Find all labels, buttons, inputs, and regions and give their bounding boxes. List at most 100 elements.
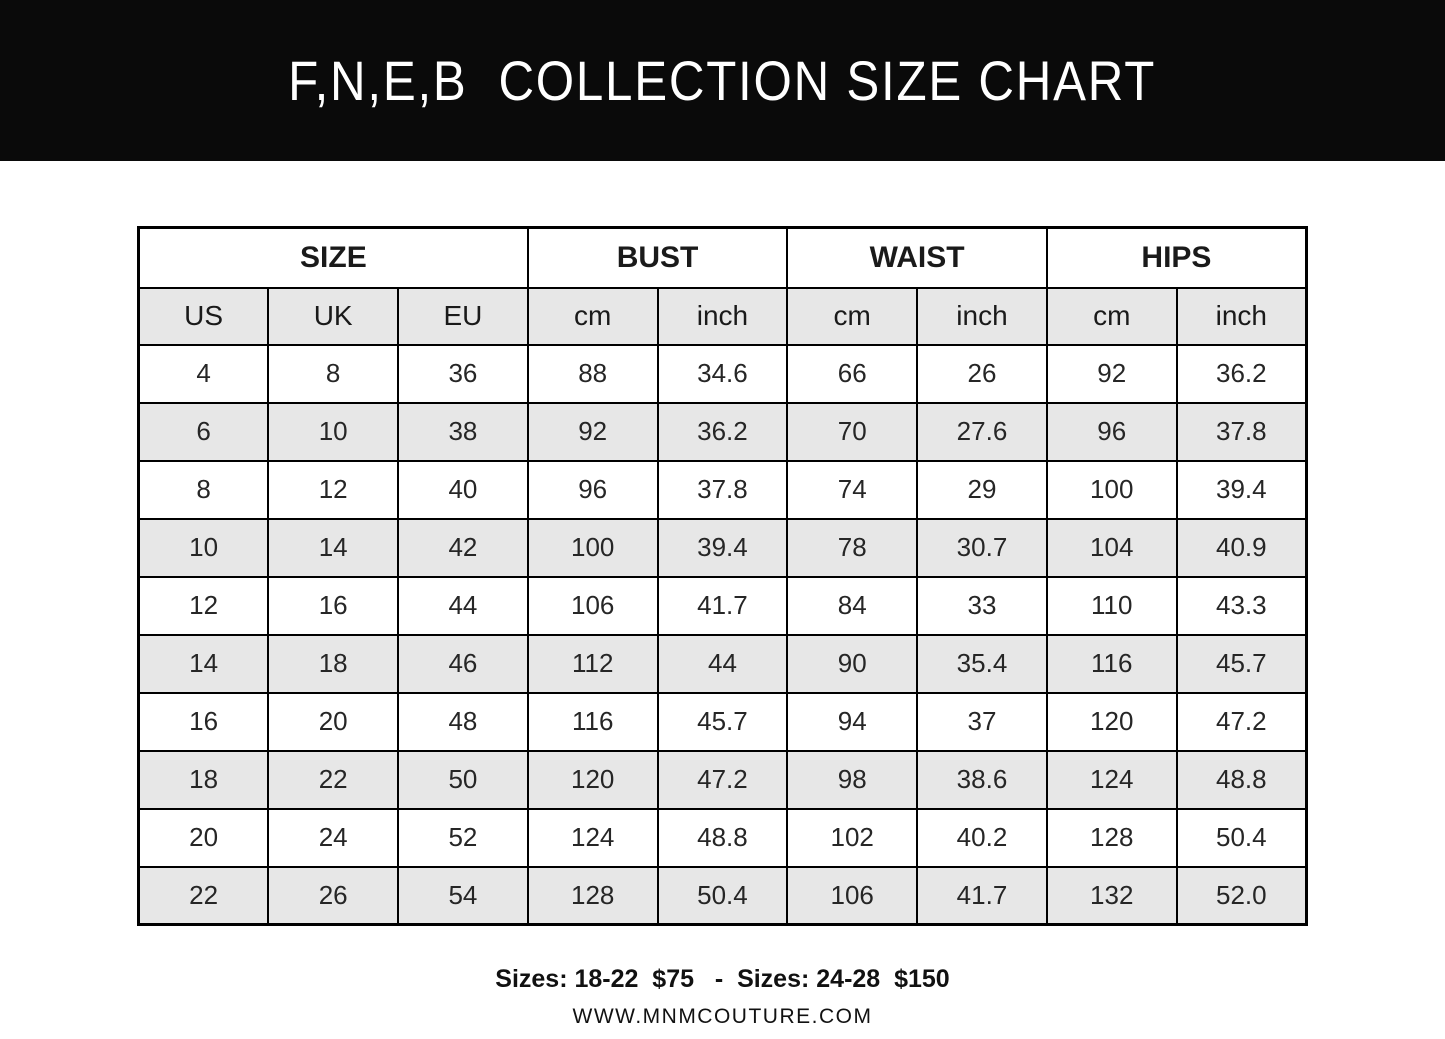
table-cell: 10 <box>137 517 270 578</box>
table-cell: 92 <box>526 401 659 462</box>
table-row: 22 26 54 128 50.4 106 41.7 132 52.0 <box>137 865 1308 926</box>
table-cell: 41.7 <box>656 575 789 636</box>
table-cell: 40 <box>397 459 529 520</box>
table-cell: 45.7 <box>1175 633 1308 694</box>
table-cell: 78 <box>786 517 919 578</box>
table-cell: 12 <box>267 459 400 520</box>
group-header-bust: BUST <box>526 226 789 289</box>
table-cell: 112 <box>526 633 659 694</box>
size-chart-body: 4 8 36 88 34.6 66 26 92 36.2 6 10 38 92 36.2 70 27.6 96 3… <box>137 343 1308 926</box>
table-cell: 110 <box>1045 575 1178 636</box>
table-cell: 102 <box>786 807 919 868</box>
table-cell: 18 <box>137 749 270 810</box>
table-cell: 94 <box>786 691 919 752</box>
table-cell: 40.2 <box>916 807 1048 868</box>
table-cell: 96 <box>1045 401 1178 462</box>
table-cell: 44 <box>656 633 789 694</box>
sub-header-3-cm: cm <box>526 286 659 346</box>
sub-header-0-us: US <box>137 286 270 346</box>
table-cell: 6 <box>137 401 270 462</box>
table-cell: 96 <box>526 459 659 520</box>
table-cell: 104 <box>1045 517 1178 578</box>
table-cell: 30.7 <box>916 517 1048 578</box>
website-url: WWW.MNMCOUTURE.COM <box>572 1005 873 1028</box>
table-cell: 100 <box>1045 459 1178 520</box>
table-cell: 27.6 <box>916 401 1048 462</box>
table-cell: 26 <box>916 343 1048 404</box>
footer: Sizes: 18-22 $75 - Sizes: 24-28 $150 WWW… <box>0 965 1445 1029</box>
table-cell: 14 <box>137 633 270 694</box>
group-header-waist: WAIST <box>786 226 1048 289</box>
table-cell: 47.2 <box>1175 691 1308 752</box>
table-cell: 8 <box>137 459 270 520</box>
table-cell: 42 <box>397 517 529 578</box>
table-cell: 38.6 <box>916 749 1048 810</box>
table-cell: 40.9 <box>1175 517 1308 578</box>
table-cell: 84 <box>786 575 919 636</box>
table-cell: 88 <box>526 343 659 404</box>
table-cell: 37.8 <box>656 459 789 520</box>
table-cell: 48 <box>397 691 529 752</box>
sub-header-5-cm: cm <box>786 286 919 346</box>
sub-header-1-uk: UK <box>267 286 400 346</box>
sub-header-6-inch: inch <box>916 286 1048 346</box>
table-cell: 22 <box>137 865 270 926</box>
table-cell: 50.4 <box>1175 807 1308 868</box>
size-chart-container: SIZE BUST WAIST HIPS US UK EU cm inch cm inch cm in… <box>137 226 1308 926</box>
size-chart-table: SIZE BUST WAIST HIPS US UK EU cm inch cm inch cm in… <box>137 226 1308 926</box>
table-cell: 14 <box>267 517 400 578</box>
table-row: 14 18 46 112 44 90 35.4 116 45.7 <box>137 633 1308 694</box>
table-cell: 22 <box>267 749 400 810</box>
table-cell: 124 <box>1045 749 1178 810</box>
table-cell: 90 <box>786 633 919 694</box>
table-cell: 43.3 <box>1175 575 1308 636</box>
table-cell: 24 <box>267 807 400 868</box>
table-cell: 29 <box>916 459 1048 520</box>
table-cell: 100 <box>526 517 659 578</box>
table-cell: 39.4 <box>656 517 789 578</box>
table-cell: 52.0 <box>1175 865 1308 926</box>
table-cell: 36.2 <box>656 401 789 462</box>
table-cell: 20 <box>137 807 270 868</box>
table-cell: 41.7 <box>916 865 1048 926</box>
table-cell: 50 <box>397 749 529 810</box>
table-cell: 37.8 <box>1175 401 1308 462</box>
table-cell: 16 <box>137 691 270 752</box>
sub-header-2-eu: EU <box>397 286 529 346</box>
table-cell: 16 <box>267 575 400 636</box>
table-cell: 120 <box>1045 691 1178 752</box>
table-row: 4 8 36 88 34.6 66 26 92 36.2 <box>137 343 1308 404</box>
table-cell: 48.8 <box>656 807 789 868</box>
table-cell: 132 <box>1045 865 1178 926</box>
pricing-note: Sizes: 18-22 $75 - Sizes: 24-28 $150 <box>495 965 950 993</box>
table-cell: 4 <box>137 343 270 404</box>
table-cell: 33 <box>916 575 1048 636</box>
table-cell: 52 <box>397 807 529 868</box>
sub-header-8-inch: inch <box>1175 286 1308 346</box>
sub-header-4-inch: inch <box>656 286 789 346</box>
table-cell: 48.8 <box>1175 749 1308 810</box>
table-cell: 54 <box>397 865 529 926</box>
table-cell: 66 <box>786 343 919 404</box>
table-cell: 38 <box>397 401 529 462</box>
table-cell: 74 <box>786 459 919 520</box>
table-cell: 36 <box>397 343 529 404</box>
table-cell: 18 <box>267 633 400 694</box>
table-row: 18 22 50 120 47.2 98 38.6 124 48.8 <box>137 749 1308 810</box>
size-chart-header: SIZE BUST WAIST HIPS US UK EU cm inch cm inch cm in… <box>137 226 1308 346</box>
table-cell: 106 <box>786 865 919 926</box>
page-title: F,N,E,B COLLECTION SIZE CHART <box>288 49 1157 112</box>
table-cell: 47.2 <box>656 749 789 810</box>
table-cell: 39.4 <box>1175 459 1308 520</box>
group-header-hips: HIPS <box>1045 226 1308 289</box>
table-cell: 35.4 <box>916 633 1048 694</box>
table-row: 8 12 40 96 37.8 74 29 100 39.4 <box>137 459 1308 520</box>
table-cell: 116 <box>526 691 659 752</box>
title-banner: F,N,E,B COLLECTION SIZE CHART <box>0 0 1445 161</box>
table-row: 20 24 52 124 48.8 102 40.2 128 50.4 <box>137 807 1308 868</box>
table-cell: 120 <box>526 749 659 810</box>
table-row: 6 10 38 92 36.2 70 27.6 96 37.8 <box>137 401 1308 462</box>
table-cell: 50.4 <box>656 865 789 926</box>
table-cell: 70 <box>786 401 919 462</box>
table-cell: 20 <box>267 691 400 752</box>
